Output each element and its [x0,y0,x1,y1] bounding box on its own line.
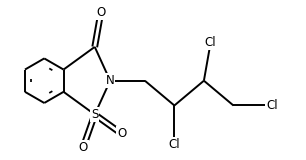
Text: Cl: Cl [266,99,278,112]
Text: O: O [117,127,126,140]
Text: S: S [91,108,99,121]
Text: O: O [79,141,88,154]
Text: Cl: Cl [205,36,216,49]
Text: O: O [96,6,105,19]
Text: Cl: Cl [169,138,180,151]
Text: N: N [106,74,114,87]
